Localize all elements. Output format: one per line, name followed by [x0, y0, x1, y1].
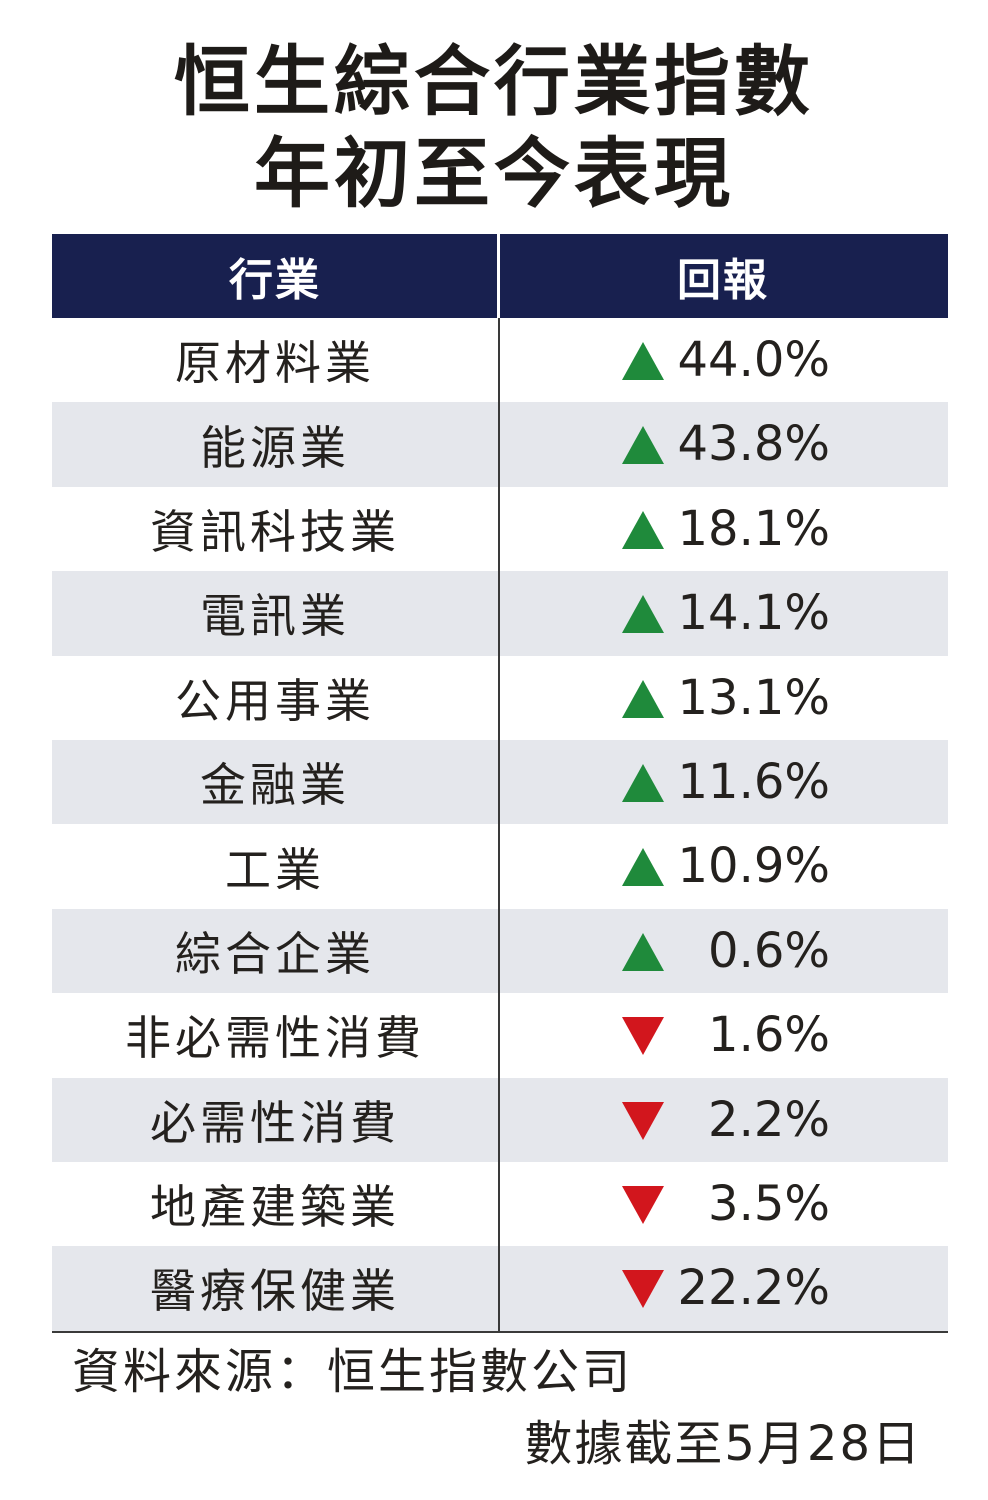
source-note: 資料來源：恒生指數公司 — [72, 1344, 634, 1400]
up-arrow-icon — [622, 932, 664, 971]
table-row: 綜合企業 0.6% — [52, 908, 948, 994]
table-row: 電訊業 14.1% — [52, 571, 948, 656]
industry-name: 工業 — [225, 842, 325, 897]
return-value: 43.8% — [677, 416, 830, 473]
up-triangle — [622, 510, 664, 549]
industry-name: 電訊業 — [200, 589, 350, 644]
industry-name: 地產建築業 — [150, 1180, 400, 1235]
industry-name: 資訊科技業 — [150, 504, 400, 559]
industry-name: 非必需性消費 — [125, 1011, 425, 1066]
up-triangle — [622, 848, 664, 887]
table-body: 原材料業 44.0% 能源業 43.8% 資訊科技業 18.1% 電訊業 14.1% 公用事業 1… — [52, 318, 948, 1331]
return-cell: 3.5% — [498, 1162, 948, 1246]
table-row: 非必需性消費 1.6% — [52, 993, 948, 1077]
return-value: 3.5% — [708, 1175, 830, 1232]
down-triangle — [622, 1270, 664, 1309]
table-row: 公用事業 13.1% — [52, 656, 948, 740]
return-cell: 44.0% — [498, 318, 948, 402]
return-value: 1.6% — [708, 1007, 830, 1064]
return-cell: 0.6% — [498, 909, 948, 993]
up-arrow-icon — [622, 848, 664, 887]
industry-name: 能源業 — [200, 420, 350, 475]
column-divider — [498, 318, 500, 1331]
return-value: 13.1% — [677, 669, 830, 726]
down-arrow-icon — [622, 1270, 664, 1309]
return-cell: 2.2% — [498, 1078, 948, 1162]
return-value: 11.6% — [677, 753, 830, 810]
return-value: 0.6% — [708, 922, 830, 979]
up-triangle — [622, 932, 664, 971]
return-value: 18.1% — [677, 500, 830, 557]
chart-subtitle: 年初至今表現 — [254, 129, 734, 218]
table-row: 必需性消費 2.2% — [52, 1077, 948, 1162]
up-triangle — [622, 426, 664, 465]
industry-name: 綜合企業 — [175, 926, 375, 981]
return-cell: 43.8% — [498, 402, 948, 486]
down-arrow-icon — [622, 1017, 664, 1056]
header-divider — [497, 234, 500, 318]
up-arrow-icon — [622, 595, 664, 634]
down-arrow-icon — [622, 1185, 664, 1224]
up-triangle — [622, 763, 664, 802]
return-cell: 1.6% — [498, 993, 948, 1077]
up-arrow-icon — [622, 679, 664, 718]
up-arrow-icon — [622, 763, 664, 802]
up-arrow-icon — [622, 510, 664, 549]
column-header-return: 回報 — [677, 255, 769, 306]
industry-name: 公用事業 — [175, 673, 375, 728]
industry-name: 原材料業 — [175, 336, 375, 391]
chart-title: 恒生綜合行業指數 — [174, 37, 814, 126]
down-arrow-icon — [622, 1101, 664, 1140]
return-value: 44.0% — [677, 332, 830, 388]
table-row: 原材料業 44.0% — [52, 318, 948, 402]
data-date-note: 數據截至5月28日 — [524, 1416, 922, 1472]
returns-table: 行業 回報 原材料業 44.0% 能源業 43.8% 資訊科技業 18.1% 電訊業 14.1… — [52, 234, 948, 1331]
return-value: 14.1% — [677, 585, 830, 642]
return-cell: 13.1% — [498, 656, 948, 740]
up-triangle — [622, 595, 664, 634]
industry-name: 必需性消費 — [150, 1095, 400, 1150]
down-triangle — [622, 1017, 664, 1056]
up-triangle — [622, 679, 664, 718]
table-row: 金融業 11.6% — [52, 739, 948, 825]
down-triangle — [622, 1101, 664, 1140]
column-header-industry: 行業 — [229, 255, 321, 306]
industry-name: 金融業 — [200, 758, 350, 813]
return-cell: 10.9% — [498, 824, 948, 908]
table-bottom-rule — [52, 1331, 948, 1333]
table-row: 工業 10.9% — [52, 824, 948, 908]
return-cell: 11.6% — [498, 740, 948, 824]
return-cell: 18.1% — [498, 487, 948, 571]
return-value: 10.9% — [677, 838, 830, 895]
up-triangle — [622, 342, 664, 380]
table-row: 資訊科技業 18.1% — [52, 487, 948, 571]
up-arrow-icon — [622, 342, 664, 380]
table-header: 行業 回報 — [52, 234, 948, 318]
return-value: 2.2% — [708, 1091, 830, 1148]
industry-name: 醫療保健業 — [150, 1264, 400, 1319]
return-cell: 14.1% — [498, 571, 948, 655]
return-cell: 22.2% — [498, 1246, 948, 1330]
up-arrow-icon — [622, 426, 664, 465]
table-row: 地產建築業 3.5% — [52, 1162, 948, 1246]
table-row: 醫療保健業 22.2% — [52, 1246, 948, 1331]
table-row: 能源業 43.8% — [52, 402, 948, 487]
return-value: 22.2% — [677, 1260, 830, 1317]
down-triangle — [622, 1185, 664, 1224]
